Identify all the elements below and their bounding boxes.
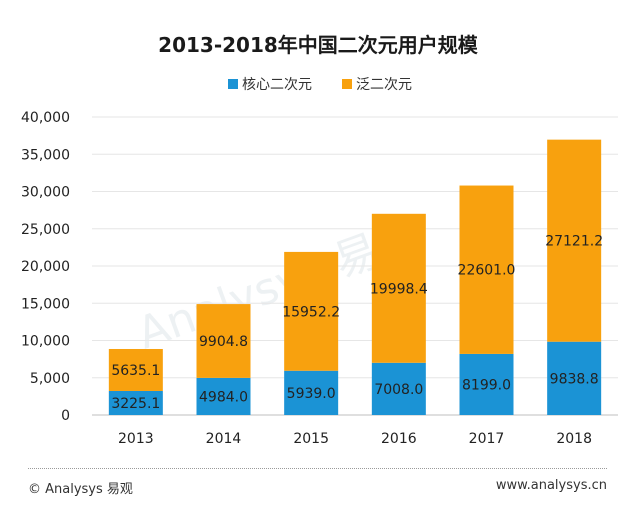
bars: 3225.1 5635.1 4984.0 9904.8 5939.0 15952.2 700… (108, 139, 603, 415)
bar-core-2016 (371, 362, 426, 415)
data-label-core-2015: 5939.0 (287, 386, 336, 402)
data-label-pan-2013: 5635.1 (111, 363, 160, 379)
data-label-pan-2015: 15952.2 (282, 304, 340, 320)
y-tick-label: 35,000 (21, 147, 70, 163)
footer-website[interactable]: www.analysys.cn (495, 478, 607, 493)
bar-pan-2014 (196, 304, 251, 378)
data-label-pan-2017: 22601.0 (458, 263, 516, 279)
legend-label-core: 核心二次元 (242, 77, 312, 93)
y-tick-label: 20,000 (21, 259, 70, 275)
data-label-core-2017: 8199.0 (462, 377, 511, 393)
x-tick-label-2013: 2013 (118, 431, 154, 447)
chart-title: 2013-2018年中国二次元用户规模 (158, 33, 479, 57)
bar-pan-2018 (547, 139, 602, 342)
bar-core-2017 (459, 353, 514, 415)
data-label-pan-2018: 27121.2 (545, 234, 603, 250)
y-tick-label: 0 (61, 408, 70, 424)
y-tick-label: 10,000 (21, 334, 70, 350)
bar-pan-2015 (284, 251, 339, 371)
y-tick-label: 5,000 (30, 371, 70, 387)
legend: 核心二次元 泛二次元 (228, 77, 412, 93)
x-tick-label-2015: 2015 (293, 431, 329, 447)
bar-pan-2016 (371, 213, 426, 363)
bar-core-2013 (108, 390, 163, 415)
data-label-pan-2016: 19998.4 (370, 281, 428, 297)
y-axis: 0 5,000 10,000 15,000 20,000 25,000 30,000 35,0… (21, 110, 70, 424)
footer-copyright: © Analysys 易观 (28, 482, 133, 497)
y-tick-label: 30,000 (21, 185, 70, 201)
legend-swatch-pan (342, 79, 352, 89)
x-axis: 2013 2014 2015 2016 2017 2018 (118, 431, 592, 447)
data-label-core-2016: 7008.0 (374, 382, 423, 398)
bar-pan-2013 (108, 348, 163, 391)
y-tick-label: 25,000 (21, 222, 70, 238)
bar-core-2014 (196, 377, 251, 415)
data-label-core-2013: 3225.1 (111, 396, 160, 412)
x-tick-label-2017: 2017 (469, 431, 505, 447)
data-label-pan-2014: 9904.8 (199, 334, 248, 350)
x-tick-label-2016: 2016 (381, 431, 417, 447)
y-tick-label: 40,000 (21, 110, 70, 126)
x-tick-label-2014: 2014 (206, 431, 242, 447)
bar-pan-2017 (459, 185, 514, 354)
data-label-core-2014: 4984.0 (199, 389, 248, 405)
legend-label-pan: 泛二次元 (356, 77, 412, 93)
bar-core-2018 (547, 341, 602, 415)
bar-core-2015 (284, 370, 339, 415)
legend-swatch-core (228, 79, 238, 89)
footer-divider (28, 468, 607, 469)
gridlines (92, 116, 618, 416)
y-tick-label: 15,000 (21, 296, 70, 312)
x-tick-label-2018: 2018 (556, 431, 592, 447)
data-label-core-2018: 9838.8 (550, 371, 599, 387)
